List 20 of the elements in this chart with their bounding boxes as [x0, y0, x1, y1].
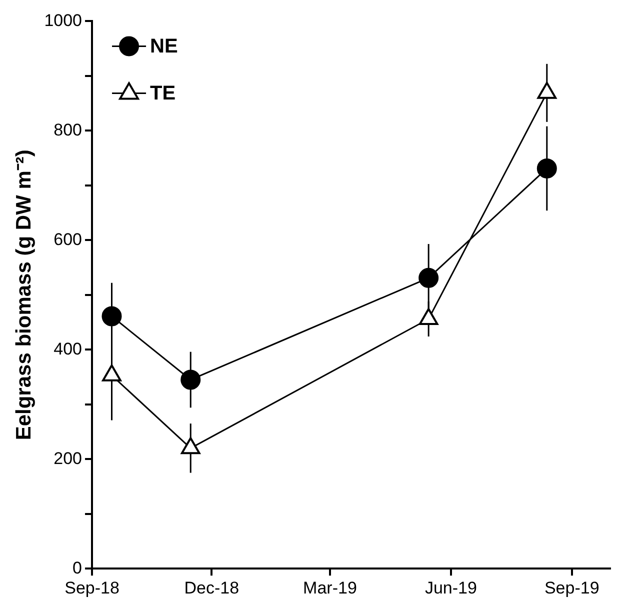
- y-tick-label: 800: [54, 120, 82, 140]
- x-tick-label: Sep-19: [544, 578, 600, 598]
- y-tick-label: 600: [54, 230, 82, 249]
- x-tick-label: Dec-18: [184, 578, 240, 598]
- y-tick-label: 400: [54, 339, 82, 358]
- x-tick-label: Jun-19: [424, 578, 477, 598]
- x-tick-label: Sep-18: [64, 578, 120, 598]
- y-tick-label: 200: [54, 448, 82, 468]
- point: [102, 364, 122, 382]
- point: [536, 158, 557, 178]
- y-axis-title: Eelgrass biomass (g DW m⁻²): [12, 150, 36, 440]
- y-tick-label: 0: [72, 558, 82, 578]
- x-tick-label: Mar-19: [303, 578, 357, 598]
- point: [102, 306, 122, 326]
- y-tick-label: 1000: [44, 10, 82, 30]
- point: [180, 437, 200, 454]
- legend-label: TE: [150, 82, 176, 105]
- legend-label: NE: [150, 36, 178, 58]
- point: [418, 308, 438, 325]
- point: [418, 268, 439, 288]
